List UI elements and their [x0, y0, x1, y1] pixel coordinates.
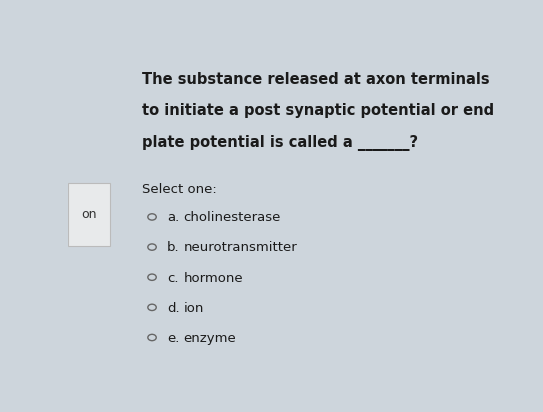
Text: plate potential is called a _______?: plate potential is called a _______? — [142, 135, 418, 151]
Text: to initiate a post synaptic potential or end: to initiate a post synaptic potential or… — [142, 103, 494, 118]
Text: c.: c. — [167, 272, 178, 285]
Text: The substance released at axon terminals: The substance released at axon terminals — [142, 72, 489, 87]
Text: enzyme: enzyme — [184, 332, 236, 345]
FancyBboxPatch shape — [68, 183, 110, 246]
Text: neurotransmitter: neurotransmitter — [184, 241, 298, 254]
Text: ion: ion — [184, 302, 204, 315]
Text: d.: d. — [167, 302, 179, 315]
Text: on: on — [81, 208, 97, 221]
Text: a.: a. — [167, 211, 179, 224]
Text: e.: e. — [167, 332, 179, 345]
Text: cholinesterase: cholinesterase — [184, 211, 281, 224]
Text: b.: b. — [167, 241, 179, 254]
Text: hormone: hormone — [184, 272, 243, 285]
Text: Select one:: Select one: — [142, 183, 216, 196]
